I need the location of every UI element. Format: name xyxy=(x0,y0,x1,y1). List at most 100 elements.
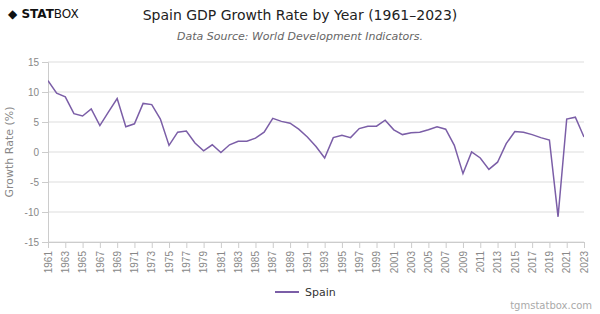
subtitle: Data Source: World Development Indicator… xyxy=(177,30,423,43)
x-tick-label: 2001 xyxy=(389,251,400,274)
x-tick-label: 1971 xyxy=(129,251,140,274)
y-tick: 0 xyxy=(33,147,48,158)
x-tick-label: 2015 xyxy=(510,251,521,274)
y-tick: -10 xyxy=(25,207,48,218)
legend-label: Spain xyxy=(305,286,336,299)
x-tick-label: 2023 xyxy=(579,251,590,274)
x-tick-mark xyxy=(117,242,118,248)
x-tick: 2013 xyxy=(492,242,503,273)
x-tick: 1977 xyxy=(181,242,192,273)
plot: -15-10-505101519611963196519671969197119… xyxy=(25,57,590,274)
x-tick: 1965 xyxy=(77,242,88,273)
x-tick-mark xyxy=(134,242,135,248)
x-tick: 2007 xyxy=(440,242,451,273)
x-tick: 1963 xyxy=(60,242,71,273)
x-tick-label: 1979 xyxy=(198,251,209,274)
x-tick-mark xyxy=(152,242,153,248)
x-tick-label: 2017 xyxy=(527,251,538,274)
x-tick-mark xyxy=(290,242,291,248)
y-tick: -5 xyxy=(30,177,48,188)
x-tick-label: 1985 xyxy=(250,251,261,274)
x-tick-mark xyxy=(221,242,222,248)
x-tick-mark xyxy=(463,242,464,248)
x-tick-label: 1973 xyxy=(146,251,157,274)
x-tick-mark xyxy=(498,242,499,248)
grid-line xyxy=(48,92,584,93)
x-tick: 1967 xyxy=(95,242,106,273)
x-tick-mark xyxy=(567,242,568,248)
y-tick-label: 0 xyxy=(33,147,39,158)
x-tick-mark xyxy=(411,242,412,248)
x-tick-label: 1981 xyxy=(216,251,227,274)
x-tick-mark xyxy=(204,242,205,248)
grid-line xyxy=(48,152,584,153)
x-tick: 1979 xyxy=(198,242,209,273)
legend: Spain xyxy=(275,286,336,299)
x-tick-label: 1969 xyxy=(112,251,123,274)
y-tick-label: 15 xyxy=(28,57,40,68)
x-axis-line xyxy=(49,243,585,249)
x-tick-mark xyxy=(100,242,101,248)
y-tick: -15 xyxy=(25,237,48,248)
x-tick-mark xyxy=(584,242,585,248)
x-tick-mark xyxy=(325,242,326,248)
x-tick: 1985 xyxy=(250,242,261,273)
x-tick-mark xyxy=(428,242,429,248)
x-tick-label: 1987 xyxy=(267,251,278,274)
x-tick-label: 1983 xyxy=(233,251,244,274)
x-tick-label: 1963 xyxy=(60,251,71,274)
logo: ◆ STATBOX xyxy=(8,7,79,21)
grid-line xyxy=(48,212,584,213)
title: Spain GDP Growth Rate by Year (1961–2023… xyxy=(143,7,458,23)
x-tick-mark xyxy=(238,242,239,248)
x-tick: 2005 xyxy=(423,242,434,273)
x-tick: 2015 xyxy=(510,242,521,273)
x-tick-label: 1977 xyxy=(181,251,192,274)
y-axis: -15-10-5051015 xyxy=(25,57,49,248)
grid xyxy=(48,62,584,242)
x-tick-label: 1989 xyxy=(285,251,296,274)
x-tick-mark xyxy=(359,242,360,248)
x-tick: 1997 xyxy=(354,242,365,273)
x-tick: 2019 xyxy=(544,242,555,273)
x-tick: 2009 xyxy=(458,242,469,273)
x-tick: 1987 xyxy=(267,242,278,273)
y-tick-mark xyxy=(42,122,48,123)
x-tick-label: 1995 xyxy=(337,251,348,274)
x-tick-label: 1975 xyxy=(164,251,175,274)
x-tick-mark xyxy=(480,242,481,248)
x-tick: 2003 xyxy=(406,242,417,273)
x-tick-mark xyxy=(48,242,49,248)
grid-line xyxy=(48,122,584,123)
x-tick: 2017 xyxy=(527,242,538,273)
y-tick-label: 10 xyxy=(28,87,40,98)
x-tick: 2023 xyxy=(579,242,590,273)
x-tick-label: 1997 xyxy=(354,251,365,274)
x-tick: 1993 xyxy=(319,242,330,273)
x-tick-mark xyxy=(515,242,516,248)
x-tick: 2001 xyxy=(389,242,400,273)
y-tick-mark xyxy=(42,152,48,153)
x-tick-label: 2021 xyxy=(561,251,572,274)
y-tick-label: -5 xyxy=(30,177,39,188)
x-tick: 2021 xyxy=(561,242,572,273)
grid-line xyxy=(48,182,584,183)
x-tick-mark xyxy=(255,242,256,248)
x-tick-mark xyxy=(549,242,550,248)
x-tick-mark xyxy=(307,242,308,248)
x-tick: 1999 xyxy=(371,242,382,273)
x-tick: 1991 xyxy=(302,242,313,273)
x-tick: 2011 xyxy=(475,242,486,273)
x-tick-label: 2003 xyxy=(406,251,417,274)
x-tick: 1975 xyxy=(164,242,175,273)
y-tick-mark xyxy=(42,182,48,183)
x-tick-label: 1991 xyxy=(302,251,313,274)
x-tick: 1981 xyxy=(216,242,227,273)
x-tick: 1989 xyxy=(285,242,296,273)
x-tick-label: 2013 xyxy=(492,251,503,274)
x-tick-mark xyxy=(394,242,395,248)
logo-bold: ◆ STAT xyxy=(8,7,55,21)
logo-normal: BOX xyxy=(54,7,79,21)
series-line xyxy=(48,81,584,217)
x-tick-label: 2007 xyxy=(440,251,451,274)
